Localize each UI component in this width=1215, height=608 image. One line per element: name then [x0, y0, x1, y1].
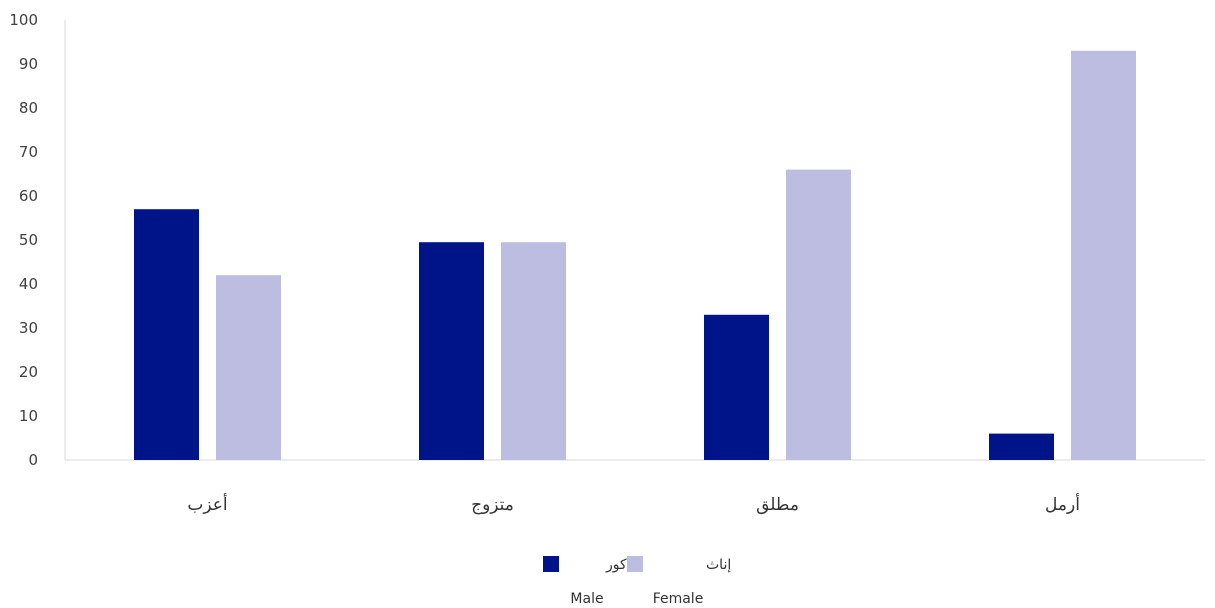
bars	[134, 50, 1136, 461]
y-tick-label: 10	[19, 407, 38, 425]
y-tick-label: 60	[19, 187, 38, 205]
y-tick-label: 80	[19, 99, 38, 117]
legend-swatch-male	[543, 556, 559, 572]
legend-label-ar: ذكور	[605, 557, 633, 573]
y-tick-label: 40	[19, 275, 38, 293]
x-category-label: متزوج	[471, 495, 514, 515]
x-axis: أعزب متزوج مطلق أرمل	[65, 459, 1205, 515]
legend-swatch-female	[627, 556, 643, 572]
legend: ذكور Male إناث Female	[543, 556, 731, 607]
y-tick-label: 30	[19, 319, 38, 337]
bar-male-0	[134, 209, 199, 460]
bar-female-3	[1071, 50, 1136, 461]
x-category-label: أرمل	[1045, 493, 1080, 515]
y-tick-label: 0	[28, 451, 38, 469]
legend-label-en: Female	[653, 591, 704, 607]
legend-label-ar: إناث	[706, 557, 731, 573]
bar-male-1	[419, 242, 484, 460]
bar-female-0	[216, 275, 281, 460]
y-tick-label: 100	[9, 11, 38, 29]
bar-female-1	[501, 242, 566, 460]
y-tick-label: 70	[19, 143, 38, 161]
x-category-label: أعزب	[187, 493, 227, 515]
x-category-label: مطلق	[756, 495, 799, 515]
legend-label-en: Male	[570, 591, 603, 607]
y-axis: 0 10 20 30 40 50 60 70 80 90 100	[9, 11, 66, 469]
bar-male-2	[704, 314, 769, 460]
bar-female-2	[786, 169, 851, 460]
y-tick-label: 20	[19, 363, 38, 381]
y-tick-label: 50	[19, 231, 38, 249]
bar-male-3	[989, 433, 1054, 460]
y-tick-label: 90	[19, 55, 38, 73]
